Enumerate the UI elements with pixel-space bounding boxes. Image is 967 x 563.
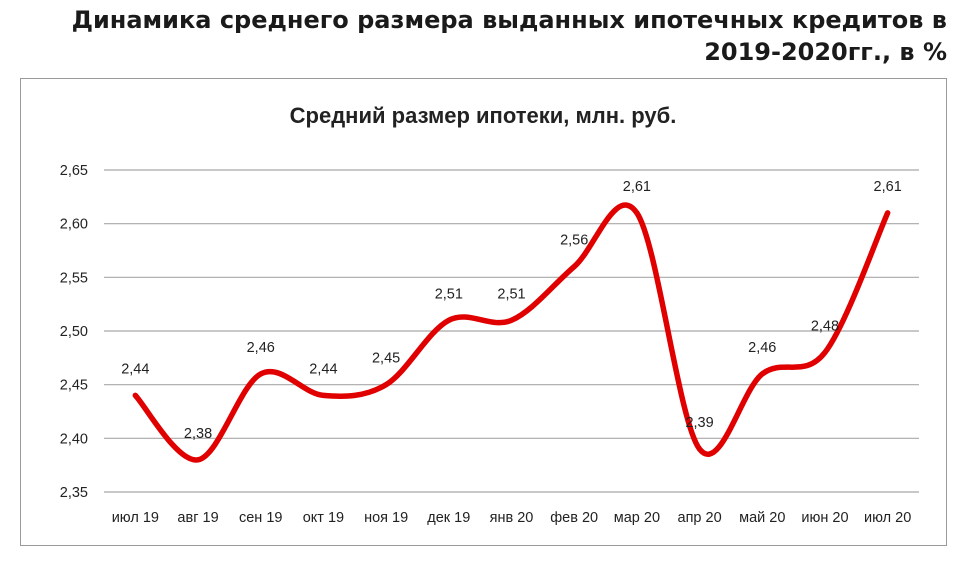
- line-chart: Средний размер ипотеки, млн. руб. 2,35 2,…: [60, 103, 919, 526]
- data-point: [320, 392, 326, 398]
- data-label: 2,45: [372, 351, 400, 367]
- data-label: 2,46: [247, 340, 275, 356]
- data-label: 2,38: [184, 426, 212, 442]
- data-point: [885, 210, 891, 216]
- x-tick-label: апр 20: [678, 510, 722, 526]
- y-tick-label: 2,50: [60, 324, 88, 340]
- data-label: 2,44: [309, 361, 337, 377]
- y-tick-label: 2,45: [60, 378, 88, 394]
- x-tick-label: окт 19: [303, 510, 344, 526]
- x-tick-label: мар 20: [614, 510, 660, 526]
- data-point: [759, 371, 765, 377]
- data-point: [509, 317, 514, 323]
- chart-title: Средний размер ипотеки, млн. руб.: [290, 103, 677, 128]
- x-tick-label: июл 19: [112, 510, 159, 526]
- y-tick-label: 2,35: [60, 485, 88, 501]
- data-point: [634, 210, 640, 216]
- data-point: [132, 392, 138, 398]
- data-point: [195, 457, 201, 463]
- x-tick-label: сен 19: [239, 510, 282, 526]
- x-tick-label: фев 20: [550, 510, 598, 526]
- x-tick-label: июн 20: [801, 510, 848, 526]
- chart-frame: Средний размер ипотеки, млн. руб. 2,35 2,…: [20, 78, 947, 546]
- x-tick-label: ноя 19: [364, 510, 408, 526]
- y-tick-label: 2,40: [60, 431, 88, 447]
- data-point: [446, 317, 452, 323]
- page-title: Динамика среднего размера выданных ипоте…: [71, 6, 947, 66]
- y-tick-label: 2,65: [60, 163, 88, 179]
- data-point: [697, 446, 703, 452]
- x-tick-label: дек 19: [427, 510, 470, 526]
- data-label: 2,56: [560, 233, 588, 249]
- data-label: 2,51: [497, 286, 525, 302]
- data-label: 2,61: [623, 179, 651, 195]
- x-tick-label: янв 20: [490, 510, 534, 526]
- y-tick-label: 2,60: [60, 217, 88, 233]
- data-point: [571, 264, 577, 270]
- data-label: 2,61: [874, 179, 902, 195]
- x-tick-label: авг 19: [177, 510, 218, 526]
- y-tick-label: 2,55: [60, 270, 88, 286]
- data-label: 2,51: [435, 286, 463, 302]
- x-tick-label: май 20: [739, 510, 785, 526]
- data-label: 2,44: [121, 361, 149, 377]
- data-label: 2,46: [748, 340, 776, 356]
- series-line: [132, 202, 891, 463]
- data-label: 2,48: [811, 318, 839, 334]
- data-label: 2,39: [685, 415, 713, 431]
- data-point: [383, 382, 389, 388]
- data-point: [258, 371, 264, 377]
- x-tick-label: июл 20: [864, 510, 911, 526]
- data-point: [822, 349, 828, 355]
